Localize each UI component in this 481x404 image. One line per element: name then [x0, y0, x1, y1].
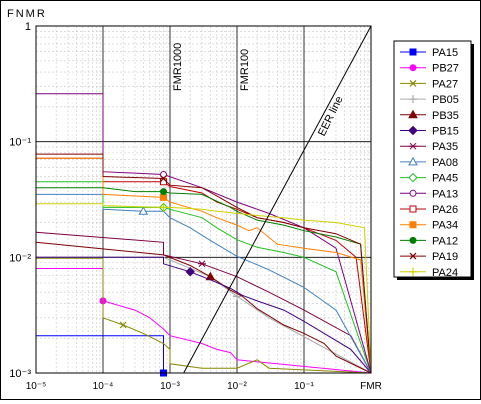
- series-pa27: [36, 257, 372, 374]
- legend-entry-pb05: PB05: [400, 94, 459, 106]
- legend-marker-pa26: [409, 205, 417, 213]
- legend-entry-pb35: PB35: [400, 109, 459, 122]
- series-line-pa45: [36, 181, 372, 374]
- legend-label-pa12: PA12: [432, 235, 458, 247]
- legend-marker-pa45: [408, 172, 418, 183]
- legend-label-pa15: PA15: [432, 47, 458, 59]
- plot-border: [35, 25, 372, 374]
- series-pa12: [36, 187, 372, 374]
- series-point-pa27: [119, 321, 127, 329]
- y-tick-label: 10⁻²: [9, 252, 31, 264]
- series-line-pa27: [36, 257, 372, 374]
- series-line-pb15: [36, 256, 372, 374]
- legend-marker-pa19: [409, 252, 417, 260]
- legend-marker-pb15: [408, 125, 418, 136]
- series-line-pa08: [36, 193, 372, 374]
- legend-entry-pa45: PA45: [400, 173, 458, 185]
- legend-entry-pa12: PA12: [400, 235, 458, 247]
- series-line-pa34: [36, 157, 372, 374]
- legend-entry-pb27: PB27: [400, 63, 459, 75]
- legend-label-pa34: PA34: [432, 220, 458, 232]
- legend-label-pb05: PB05: [432, 94, 459, 106]
- legend-entry-pa15: PA15: [400, 47, 458, 59]
- legend-label-pb35: PB35: [432, 110, 459, 122]
- series-pa24: [36, 203, 372, 374]
- series-point-pa34: [160, 193, 168, 201]
- series-point-pa26: [160, 178, 168, 186]
- series-pa35: [35, 231, 372, 374]
- legend-entry-pa24: PA24: [400, 267, 458, 279]
- series-line-pa13: [36, 93, 372, 374]
- plot-area: [36, 26, 371, 373]
- series-point-pa13: [160, 171, 168, 179]
- series-pa08: [36, 193, 372, 374]
- series-point-pb15: [185, 267, 195, 277]
- x-tick-label: 10⁻⁴: [93, 381, 114, 392]
- legend-label-pa27: PA27: [432, 78, 458, 90]
- x-tick-label: 10⁻⁵: [26, 381, 47, 392]
- legend-label-pa19: PA19: [432, 251, 458, 263]
- legend-marker-pa24: [409, 267, 417, 276]
- legend-marker-pa27: [409, 79, 417, 87]
- legend-entry-pa35: PA35: [400, 141, 458, 153]
- legend-label-pa35: PA35: [432, 141, 458, 153]
- legend-marker-pb35: [408, 109, 418, 119]
- legend: PA15 PB27 PA27 PB05 PB35 PB15 PA35 PA08 PA45 PA13…: [393, 40, 474, 280]
- y-axis-label: FNMR: [7, 8, 47, 20]
- legend-entry-pb15: PB15: [400, 126, 459, 138]
- legend-entry-pa08: PA08: [400, 156, 458, 169]
- series-point-pa12: [160, 188, 168, 196]
- legend-entry-pa34: PA34: [400, 220, 458, 232]
- legend-marker-pa12: [409, 236, 417, 244]
- eer-line: [183, 25, 372, 374]
- legend-label-pa13: PA13: [432, 188, 458, 200]
- series-line-pa19: [36, 153, 372, 374]
- legend-marker-pa13: [409, 189, 417, 197]
- minor-grid: [36, 26, 371, 373]
- y-tick-label: 10⁻³: [9, 368, 31, 380]
- y-tick-label: 10⁻¹: [9, 137, 31, 149]
- annotation-fmr1000: FMR1000: [172, 43, 184, 91]
- series-pa13: [36, 93, 372, 374]
- legend-box: [393, 40, 472, 278]
- legend-label-pa24: PA24: [432, 267, 458, 279]
- series-line-pa35: [35, 231, 372, 374]
- legend-marker-pa08: [408, 156, 418, 166]
- series-line-pa24: [36, 203, 372, 374]
- series-line-pb35: [35, 241, 372, 374]
- legend-marker-pa15: [409, 48, 417, 56]
- x-tick-label: 10⁻¹: [294, 381, 314, 392]
- x-axis-label: FMR: [360, 381, 382, 392]
- series-point-pa19: [160, 175, 167, 182]
- series-line-pa12: [36, 187, 372, 374]
- legend-entry-pa27: PA27: [400, 78, 458, 90]
- legend-label-pb27: PB27: [432, 63, 459, 75]
- legend-entry-pa26: PA26: [400, 204, 458, 216]
- legend-label-pa08: PA08: [432, 157, 458, 169]
- annotation-fmr100: FMR100: [239, 49, 251, 91]
- legend-marker-pb05: [409, 95, 417, 104]
- legend-label-pa45: PA45: [432, 173, 458, 185]
- y-tick-label: 1: [25, 21, 31, 33]
- legend-entry-pa13: PA13: [400, 188, 458, 200]
- legend-label-pa26: PA26: [432, 204, 458, 216]
- series-point-pa24: [159, 203, 168, 212]
- x-tick-label: 10⁻³: [160, 381, 180, 392]
- series-point-pa35: [197, 260, 206, 268]
- legend-marker-pa34: [409, 221, 417, 229]
- legend-marker-pa35: [409, 142, 417, 150]
- series-point-pa08: [138, 206, 149, 215]
- legend-marker-pb27: [409, 64, 417, 72]
- series-pa19: [36, 153, 372, 374]
- x-tick-label: 10⁻²: [227, 381, 247, 392]
- legend-entry-pa19: PA19: [400, 251, 458, 263]
- series-pb15: [36, 256, 372, 374]
- legend-label-pb15: PB15: [432, 126, 459, 138]
